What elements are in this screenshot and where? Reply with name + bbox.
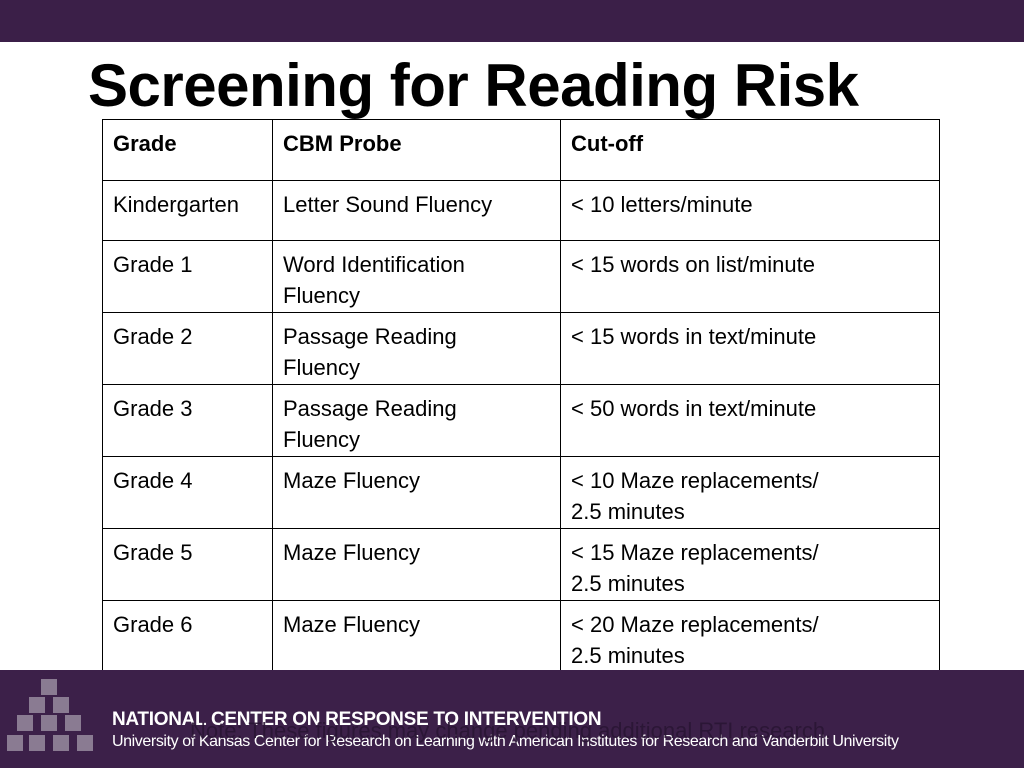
top-bar [0,0,1024,42]
table-cell: < 50 words in text/minute [560,384,940,457]
table-cell: Kindergarten [102,180,273,241]
table-cell: < 10 letters/minute [560,180,940,241]
table-row: Grade 2 Passage Reading Fluency < 15 words… [102,312,940,385]
table-cell: Maze Fluency [272,456,561,529]
table-cell: Cut-off [560,119,940,181]
table-cell: Grade 1 [102,240,273,313]
table-row: Grade 6 Maze Fluency < 20 Maze replacement… [102,600,940,673]
note: Note: These figures may change pending a… [190,718,832,743]
table-cell: < 15 words on list/minute [560,240,940,313]
table-cell: < 15 Maze replacements/ 2.5 minutes [560,528,940,601]
slide-title: Screening for Reading Risk [88,52,859,119]
logo [6,677,95,753]
table-cell: Word Identification Fluency [272,240,561,313]
table-cell: Grade 3 [102,384,273,457]
table-cell: Passage Reading Fluency [272,312,561,385]
screening-table: Grade CBM Probe Cut-off Kindergarten Letter … [102,119,940,673]
header-row: Grade CBM Probe Cut-off [102,119,940,181]
table-cell: < 20 Maze replacements/ 2.5 minutes [560,600,940,673]
table-row: Grade 3 Passage Reading Fluency < 50 words… [102,384,940,457]
partners: University of Kansas Center for Research… [112,733,899,750]
table-cell: < 15 words in text/minute [560,312,940,385]
table-cell: Grade [102,119,273,181]
organization: NATIONAL CENTER ON RESPONSE TO INTERVENT… [112,709,602,730]
table-row: Grade 1 Word Identification Fluency < 15 w… [102,240,940,313]
table-cell: < 10 Maze replacements/ 2.5 minutes [560,456,940,529]
table-row: Grade 4 Maze Fluency < 10 Maze replacement… [102,456,940,529]
table-cell: Grade 6 [102,600,273,673]
table-cell: Grade 2 [102,312,273,385]
table-cell: Letter Sound Fluency [272,180,561,241]
table-cell: Maze Fluency [272,600,561,673]
table-cell: Grade 5 [102,528,273,601]
table-row: Kindergarten Letter Sound Fluency < 10 let… [102,180,940,241]
table-cell: Passage Reading Fluency [272,384,561,457]
table-cell: CBM Probe [272,119,561,181]
table-cell: Grade 4 [102,456,273,529]
footer-band [0,670,1024,768]
table-cell: Maze Fluency [272,528,561,601]
table-row: Grade 5 Maze Fluency < 15 Maze replacement… [102,528,940,601]
